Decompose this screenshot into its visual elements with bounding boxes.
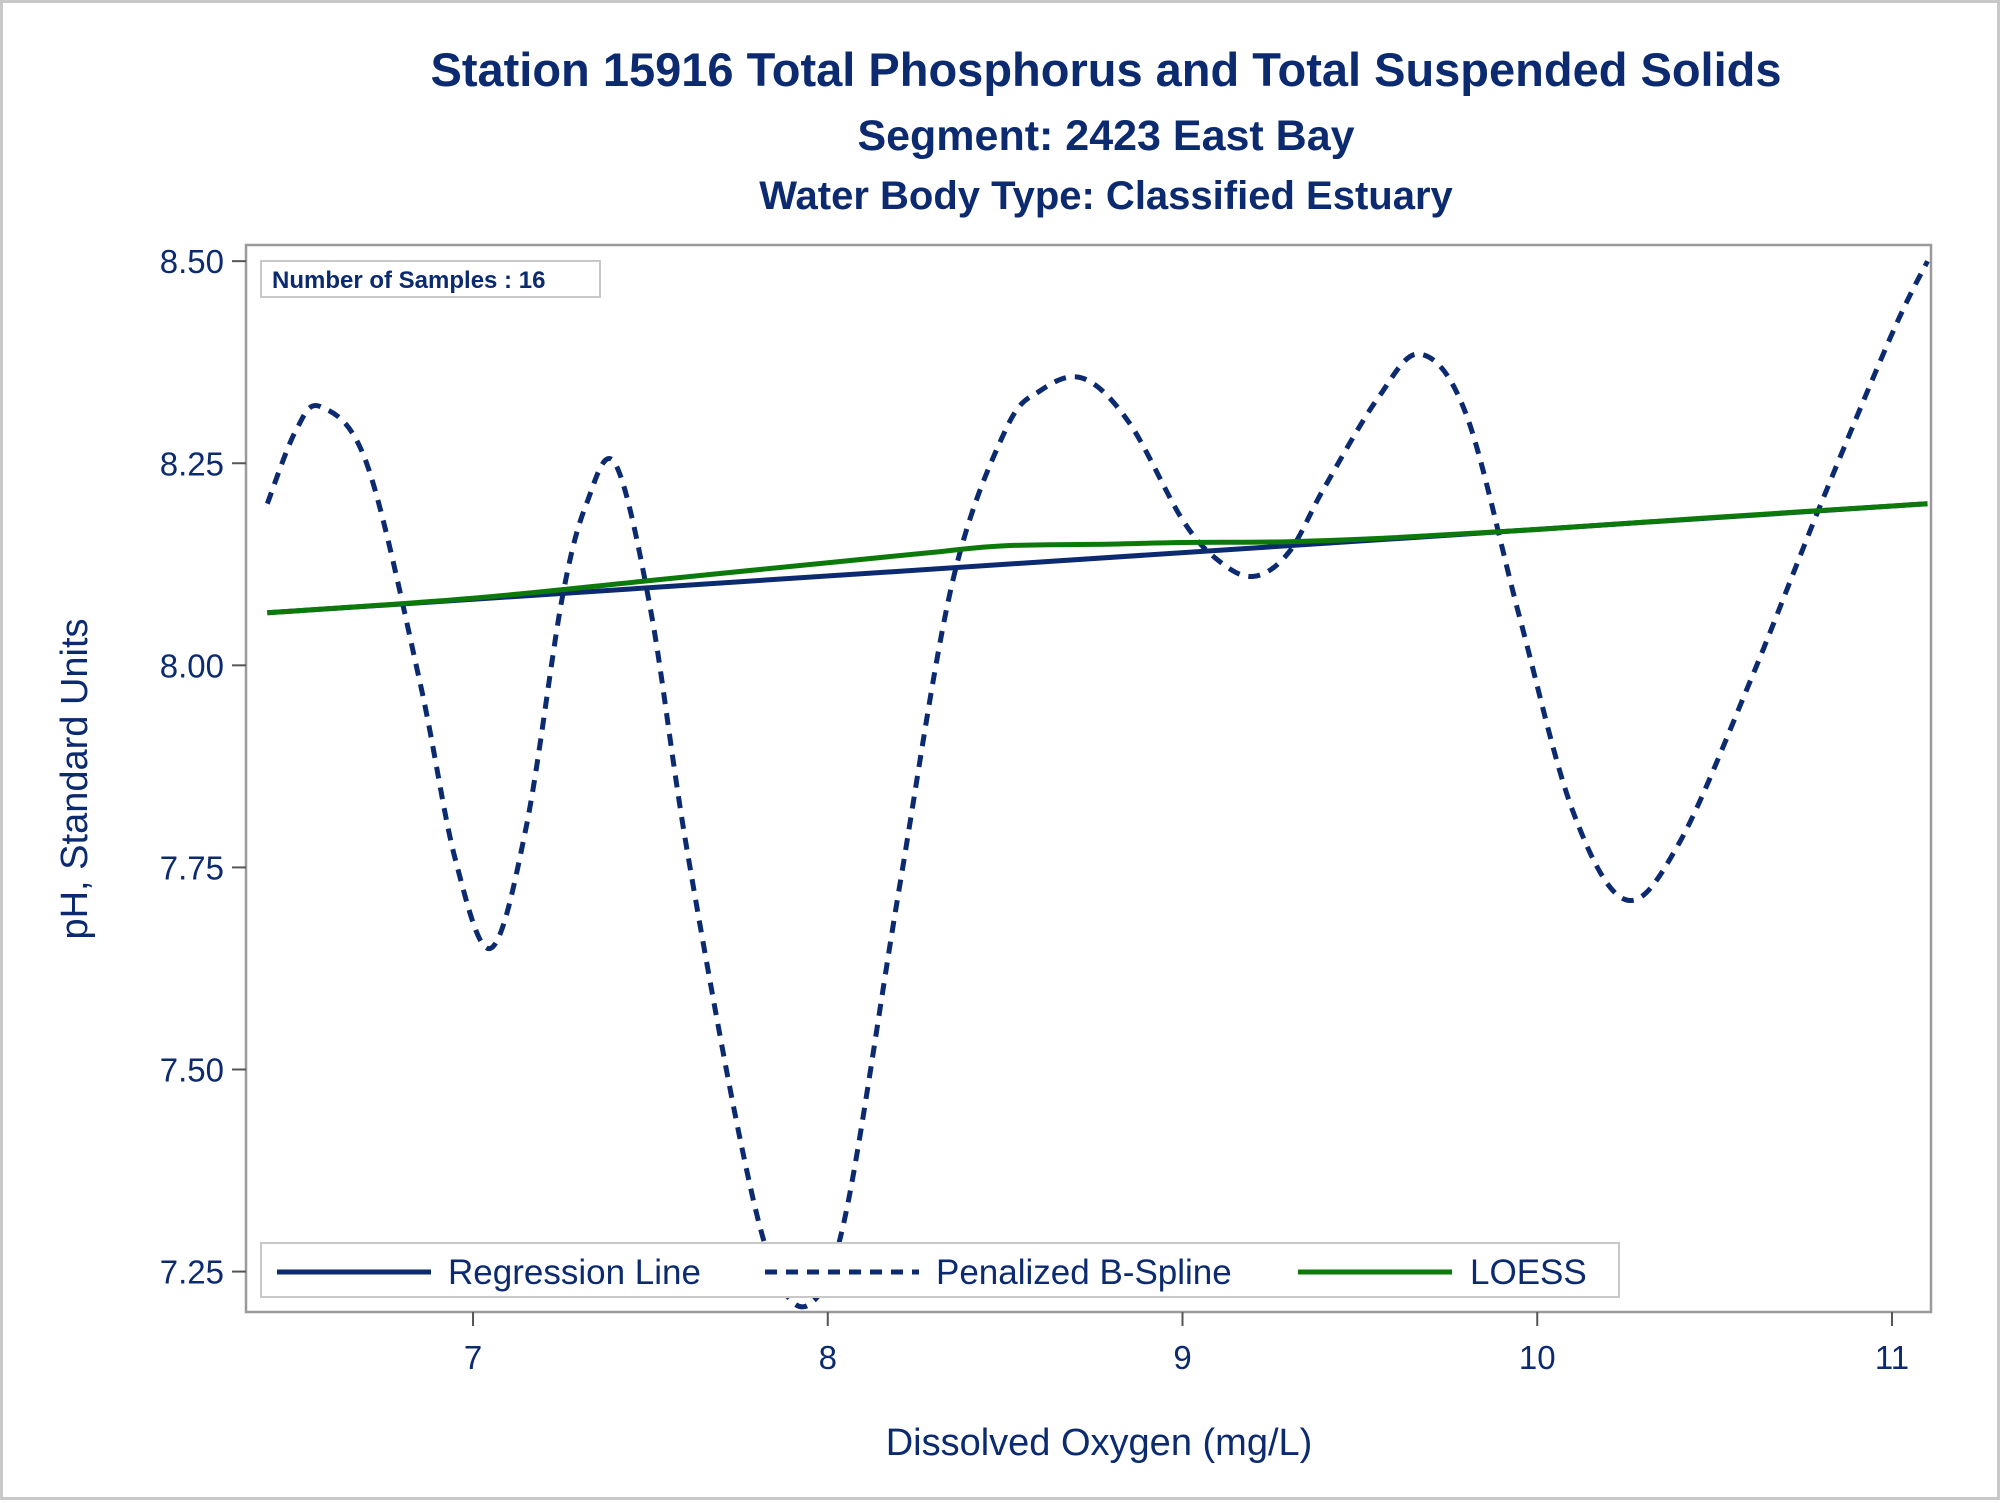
legend-label-regression: Regression Line — [448, 1253, 701, 1292]
chart-subtitle-2: Water Body Type: Classified Estuary — [759, 174, 1453, 218]
x-tick-label: 9 — [1173, 1339, 1191, 1376]
series-loess — [267, 501, 1928, 616]
series-penalized-b-spline — [264, 260, 1930, 1310]
y-axis-label: pH, Standard Units — [54, 618, 96, 939]
legend: Regression Line Penalized B-Spline LOESS — [260, 1242, 1620, 1298]
chart-title: Station 15916 Total Phosphorus and Total… — [431, 43, 1782, 96]
y-axis: 7.25 7.50 7.75 8.00 8.25 8.50 — [160, 243, 246, 1291]
x-tick-label: 8 — [819, 1339, 837, 1376]
chart-subtitle: Segment: 2423 East Bay — [857, 112, 1354, 160]
legend-label-spline: Penalized B-Spline — [936, 1253, 1232, 1292]
y-tick-label: 7.50 — [160, 1052, 224, 1089]
x-axis-label: Dissolved Oxygen (mg/L) — [886, 1422, 1313, 1464]
y-tick-label: 7.25 — [160, 1254, 224, 1291]
y-tick-label: 7.75 — [160, 849, 224, 886]
y-tick-label: 8.50 — [160, 243, 224, 280]
sample-count-frame — [260, 260, 601, 298]
y-tick-label: 8.00 — [160, 647, 224, 684]
plot-area-frame — [244, 243, 1933, 1314]
x-tick-label: 7 — [464, 1339, 482, 1376]
x-tick-label: 10 — [1519, 1339, 1556, 1376]
legend-label-loess: LOESS — [1470, 1253, 1587, 1292]
y-tick-label: 8.25 — [160, 445, 224, 482]
x-axis: 7 8 9 10 11 — [464, 1312, 1909, 1376]
sample-count-box: Number of Samples : 16 — [260, 260, 601, 298]
chart-svg: Station 15916 Total Phosphorus and Total… — [54, 43, 1933, 1464]
series-layer — [264, 260, 1930, 1310]
x-tick-label: 11 — [1875, 1339, 1909, 1376]
sample-count-label: Number of Samples : 16 — [272, 267, 545, 294]
